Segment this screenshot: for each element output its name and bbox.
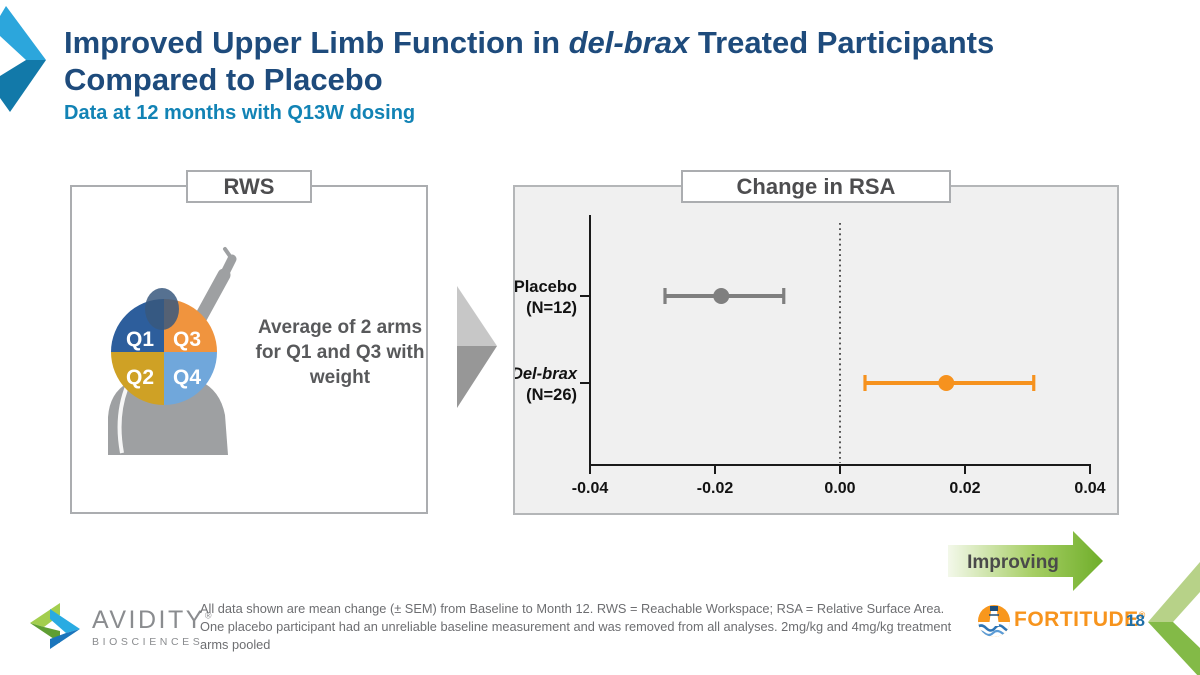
rsa-chart-panel: Change in RSA -0.04 -0.02 0.00 0.02 0.04 Plac…	[513, 170, 1119, 515]
rws-panel: RWS Q1 Q3 Q2 Q4 Average of 2 arms for Q1…	[70, 170, 428, 514]
fortitude-logo-icon	[978, 605, 1010, 637]
avidity-reg: ®	[204, 610, 215, 621]
svg-text:Placebo: Placebo	[515, 278, 577, 296]
q4-label: Q4	[173, 366, 201, 389]
fortitude-name: FORTITUDE	[1014, 608, 1139, 631]
avidity-wordmark: AVIDITY® BIOSCIENCES	[92, 606, 214, 648]
rsa-panel-tab: Change in RSA	[681, 170, 951, 203]
svg-text:Del-brax: Del-brax	[515, 365, 578, 383]
title-drug-name: del-brax	[568, 25, 690, 60]
title-line2: Compared to Placebo	[64, 62, 383, 97]
title-part2: Treated Participants	[697, 25, 995, 60]
reachable-workspace-figure-icon: Q1 Q3 Q2 Q4	[108, 247, 237, 455]
q2-label: Q2	[126, 366, 154, 389]
q1-label: Q1	[126, 328, 154, 351]
page-number: 18	[1126, 611, 1145, 630]
svg-text:0.04: 0.04	[1074, 480, 1105, 497]
svg-text:(N=12): (N=12)	[526, 299, 577, 317]
avidity-sub: BIOSCIENCES	[92, 636, 204, 648]
svg-text:(N=26): (N=26)	[526, 386, 577, 404]
svg-text:0.02: 0.02	[949, 480, 980, 497]
q3-label: Q3	[173, 328, 201, 351]
svg-text:0.00: 0.00	[824, 480, 855, 497]
svg-text:-0.04: -0.04	[572, 480, 609, 497]
subtitle: Data at 12 months with Q13W dosing	[64, 102, 416, 124]
rws-panel-title: RWS	[223, 173, 275, 199]
rsa-panel-title: Change in RSA	[736, 173, 896, 199]
rws-panel-tab: RWS	[186, 170, 312, 203]
avidity-logo-icon	[30, 603, 80, 649]
header: Improved Upper Limb Function in del-brax…	[64, 24, 994, 125]
rsa-chart: -0.04 -0.02 0.00 0.02 0.04 Placebo (N=12) Del-b…	[515, 215, 1106, 497]
svg-text:-0.02: -0.02	[697, 480, 734, 497]
corner-ribbon-green-icon	[1148, 562, 1200, 675]
improving-arrow-icon: Improving	[948, 531, 1103, 591]
fortitude-wordmark: FORTITUDE®	[1014, 608, 1146, 632]
fortitude-reg: ®	[1138, 610, 1146, 620]
avidity-name: AVIDITY	[92, 606, 205, 634]
page-title: Improved Upper Limb Function in del-brax…	[64, 24, 994, 98]
rws-caption: Average of 2 arms for Q1 and Q3 with wei…	[255, 317, 425, 389]
corner-ribbon-icon	[0, 6, 46, 112]
footnote: All data shown are mean change (± SEM) f…	[200, 601, 952, 653]
title-part1: Improved Upper Limb Function in	[64, 25, 560, 60]
quadrant-q4	[164, 352, 217, 405]
quadrant-q2	[111, 352, 164, 405]
connector-arrow-icon	[457, 286, 497, 408]
improving-label: Improving	[967, 552, 1059, 573]
